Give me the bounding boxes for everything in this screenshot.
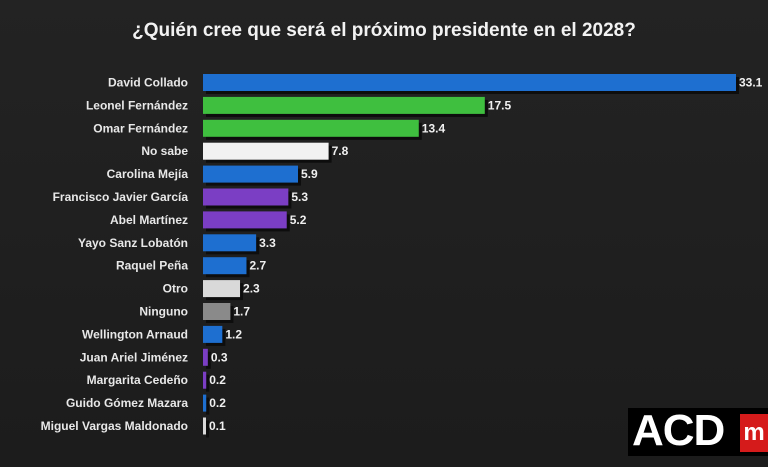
bar [203, 188, 289, 206]
category-label: Otro [163, 282, 188, 296]
category-label: Raquel Peña [116, 259, 188, 273]
category-label: Ninguno [139, 305, 188, 319]
bar [203, 394, 207, 412]
bar [203, 280, 241, 298]
category-label: Wellington Arnaud [82, 327, 188, 341]
bar [203, 348, 208, 366]
logo-suffix: m [740, 414, 768, 452]
bar [203, 325, 223, 343]
value-label: 3.3 [259, 236, 276, 250]
category-label: Guido Gómez Mazara [66, 396, 188, 410]
value-label: 7.8 [332, 144, 349, 158]
bar [203, 96, 485, 114]
bar [203, 371, 207, 389]
value-label: 17.5 [488, 98, 512, 112]
category-label: David Collado [108, 76, 188, 90]
bar [203, 234, 257, 252]
bar [203, 257, 247, 275]
value-label: 33.1 [739, 76, 763, 90]
bar-shadow [206, 397, 210, 415]
category-label: Omar Fernández [93, 121, 188, 135]
category-label: Margarita Cedeño [87, 373, 188, 387]
value-label: 0.1 [209, 419, 226, 433]
value-label: 5.3 [291, 190, 308, 204]
bar [203, 303, 231, 320]
value-label: 1.7 [233, 305, 250, 319]
value-label: 0.2 [209, 396, 226, 410]
bar-shadow [206, 374, 210, 392]
value-label: 2.3 [243, 282, 260, 296]
acd-logo: ACD m [628, 406, 768, 456]
category-label: Leonel Fernández [86, 98, 188, 112]
bar [203, 119, 419, 137]
category-label: No sabe [141, 144, 188, 158]
bar-shadow [206, 351, 211, 369]
value-label: 13.4 [422, 121, 446, 135]
category-label: Carolina Mejía [107, 167, 189, 181]
value-label: 0.2 [209, 373, 226, 387]
bar [203, 417, 206, 435]
value-label: 2.7 [249, 259, 266, 273]
chart-title: ¿Quién cree que será el próximo presiden… [132, 20, 636, 41]
category-label: Abel Martínez [110, 213, 188, 227]
category-label: Yayo Sanz Lobatón [78, 236, 188, 250]
category-label: Miguel Vargas Maldonado [41, 419, 188, 433]
bar [203, 211, 287, 229]
logo-text: ACD [632, 406, 725, 455]
category-label: Francisco Javier García [53, 190, 189, 204]
bar [203, 142, 329, 160]
value-label: 5.2 [290, 213, 307, 227]
category-label: Juan Ariel Jiménez [80, 350, 188, 364]
value-label: 5.9 [301, 167, 318, 181]
value-label: 1.2 [225, 327, 242, 341]
value-label: 0.3 [211, 350, 228, 364]
bar [203, 74, 736, 91]
bar [203, 165, 299, 183]
bar-shadow [206, 420, 209, 438]
